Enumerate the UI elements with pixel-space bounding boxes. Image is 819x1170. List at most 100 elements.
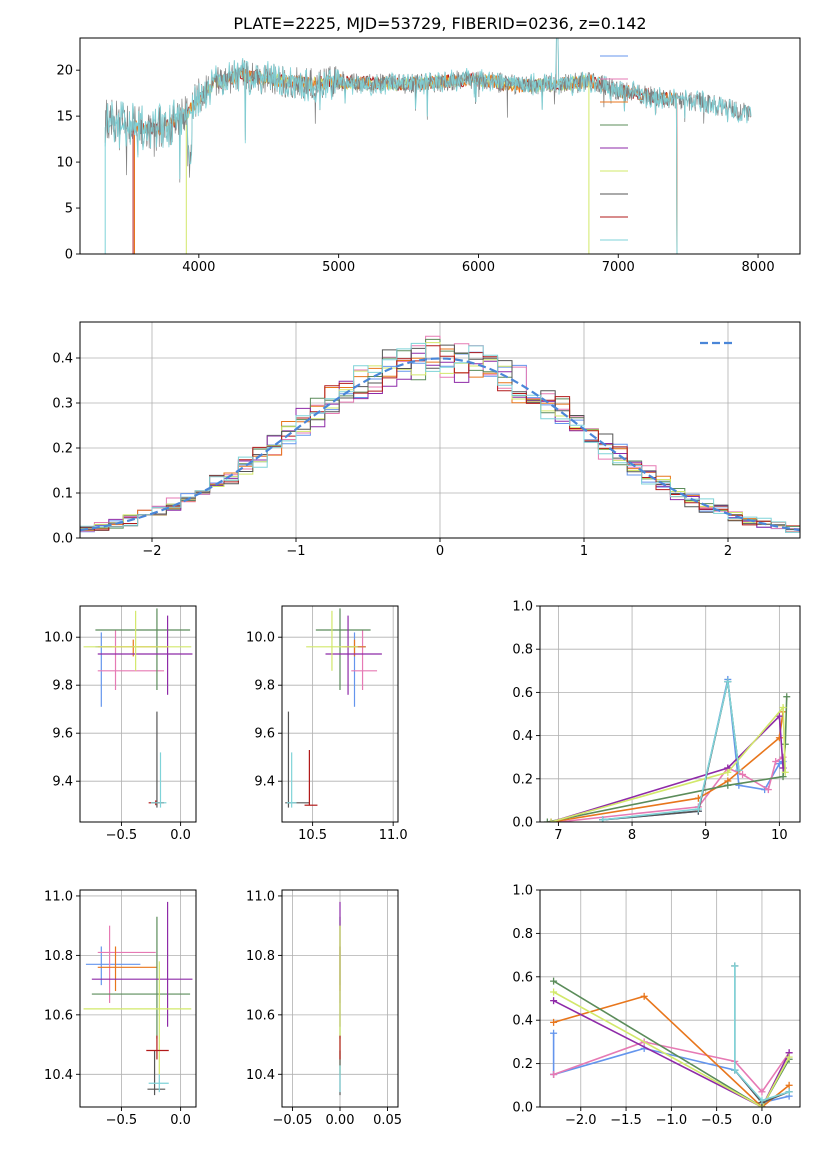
y-tick-label: 9.4 <box>254 775 275 790</box>
axes-frame <box>539 889 801 1108</box>
y-tick-label: 0.6 <box>512 686 533 701</box>
weight-marker-kroupa_stelib <box>731 1066 739 1074</box>
y-tick-label: 0.4 <box>52 352 73 367</box>
errorbar-point-chabrier_stelib <box>285 711 310 808</box>
x-tick-label: 9 <box>702 828 710 843</box>
weight-line-kroupa_elodie <box>550 705 787 822</box>
y-tick-label: 9.8 <box>254 679 275 694</box>
y-tick-label: 9.4 <box>52 775 73 790</box>
weight-marker-salpeter_elodie <box>550 997 558 1005</box>
plot-area <box>83 608 193 808</box>
x-tick-label: −2 <box>142 544 161 559</box>
x-tick-label: 1 <box>580 544 588 559</box>
weight-marker-chabrier_elodie <box>779 773 787 781</box>
y-tick-label: 15 <box>56 110 73 125</box>
weight-marker-kroupa_stelib <box>724 678 732 686</box>
x-tick-label: −0.5 <box>701 1113 733 1128</box>
x-tick-label: 11.0 <box>379 828 408 843</box>
weight-marker-kroupa_elodie <box>550 988 558 996</box>
normal-distribution-curve <box>80 357 800 532</box>
figure-title: PLATE=2225, MJD=53729, FIBERID=0236, z=0… <box>233 14 646 33</box>
weight-marker-kroupa_stelib <box>735 766 743 774</box>
axes-frame <box>79 321 801 539</box>
x-tick-label: 5000 <box>322 260 355 275</box>
errorbar-point-salpeter_elodie <box>97 615 193 695</box>
y-tick-label: 0.8 <box>512 643 533 658</box>
weight-marker-chabrier_elodie <box>543 818 551 822</box>
errorbar-point-kroupa_stelib <box>151 752 167 808</box>
weight-marker-chabrier_elodie <box>783 693 791 701</box>
errorbar-point-chabrier_elodie <box>95 608 191 690</box>
x-tick-label: −1 <box>286 544 305 559</box>
weight-marker-kroupa_stelib <box>785 1088 793 1096</box>
x-tick-label: 7 <box>554 828 562 843</box>
errorbar-point-kroupa_stelib <box>286 752 297 808</box>
x-tick-label: −1.0 <box>656 1113 688 1128</box>
weight-marker-salpeter_elodie <box>775 712 783 720</box>
weight-marker-kroupa_elodie <box>781 768 789 776</box>
y-tick-label: 0.8 <box>512 927 533 942</box>
weight-marker-kroupa_elodie <box>547 818 555 822</box>
weight-marker-chabrier_elodie <box>781 740 789 748</box>
x-tick-label: 0 <box>436 544 444 559</box>
weight-marker-kroupa_elodie <box>724 768 732 776</box>
y-tick-label: 0.0 <box>512 1101 533 1116</box>
weight-marker-kroupa_stelib <box>758 1096 766 1104</box>
x-tick-label: −1.5 <box>610 1113 642 1128</box>
x-tick-label: 0.05 <box>373 1113 402 1128</box>
x-tick-label: 7000 <box>602 260 635 275</box>
weight-marker-kroupa_miles <box>550 1018 558 1026</box>
weight-marker-chabrier_miles <box>775 760 783 768</box>
weight-marker-salpeter_miles <box>739 770 747 778</box>
panel-residuals: −2 −1 0 1 2 0.0 0.1 0.2 0.3 0.4 <box>52 321 801 559</box>
errorbar-point-chabrier_miles <box>95 632 112 707</box>
plot-area <box>543 675 791 822</box>
weight-marker-chabrier_elodie <box>724 781 732 789</box>
weight-marker-salpeter_miles <box>764 786 772 794</box>
x-tick-label: −0.5 <box>106 1113 138 1128</box>
weight-line-kroupa_elodie <box>553 991 790 1107</box>
weight-line-salpeter_elodie <box>553 999 790 1107</box>
plot-area <box>80 335 800 538</box>
weight-marker-kroupa_miles <box>640 992 648 1000</box>
plot-area <box>83 901 193 1096</box>
errorbar-point-salpeter_stelib <box>146 1035 169 1060</box>
y-tick-label: 9.8 <box>52 679 73 694</box>
x-tick-label: −0.5 <box>106 828 138 843</box>
legend <box>600 55 628 241</box>
errorbar-point-salpeter_miles <box>351 630 378 690</box>
weight-line-salpeter_elodie <box>550 714 784 822</box>
y-tick-label: 0.1 <box>52 487 73 502</box>
x-tick-label: 6000 <box>462 260 495 275</box>
plot-area <box>285 608 382 808</box>
y-tick-label: 10.8 <box>246 949 275 964</box>
x-tick-label: 4000 <box>182 260 215 275</box>
weight-marker-kroupa_elodie <box>785 1053 793 1061</box>
x-tick-label: 10 <box>771 828 788 843</box>
errorbar-point-salpeter_miles <box>97 925 156 1003</box>
model-spectrum-overlay <box>104 38 752 180</box>
y-tick-label: 0.3 <box>52 397 73 412</box>
weight-marker-kroupa_elodie <box>779 704 787 712</box>
errorbar-point-kroupa_elodie <box>83 610 192 671</box>
y-tick-label: 0.0 <box>512 816 533 831</box>
weight-line-kroupa_stelib <box>733 966 790 1102</box>
y-tick-label: 10 <box>56 156 73 171</box>
errorbar-point-salpeter_elodie <box>325 615 382 695</box>
errorbar-point-chabrier_elodie <box>315 608 371 690</box>
x-tick-label: 0.0 <box>170 1113 191 1128</box>
weight-marker-chabrier_elodie <box>550 977 558 985</box>
model-spectrum-kroupa_elodie <box>185 67 590 254</box>
x-tick-label: 2 <box>724 544 732 559</box>
y-tick-label: 9.6 <box>52 727 73 742</box>
errorbar-point-salpeter_miles <box>97 630 165 690</box>
y-tick-label: 9.6 <box>254 727 275 742</box>
weight-marker-kroupa_stelib <box>731 962 739 970</box>
y-tick-label: 10.4 <box>44 1068 73 1083</box>
y-tick-label: 0.4 <box>512 1014 533 1029</box>
y-tick-label: 0.4 <box>512 729 533 744</box>
errorbar-point-kroupa_stelib <box>148 1074 169 1093</box>
histogram-kroupa_stelib <box>80 342 800 538</box>
axes-frame <box>281 889 399 1108</box>
panel-z-weight: −2.0 −1.5 −1.0 −0.5 0.0 0.0 0.2 0.4 0.6 0.8 1.0 <box>512 884 801 1128</box>
